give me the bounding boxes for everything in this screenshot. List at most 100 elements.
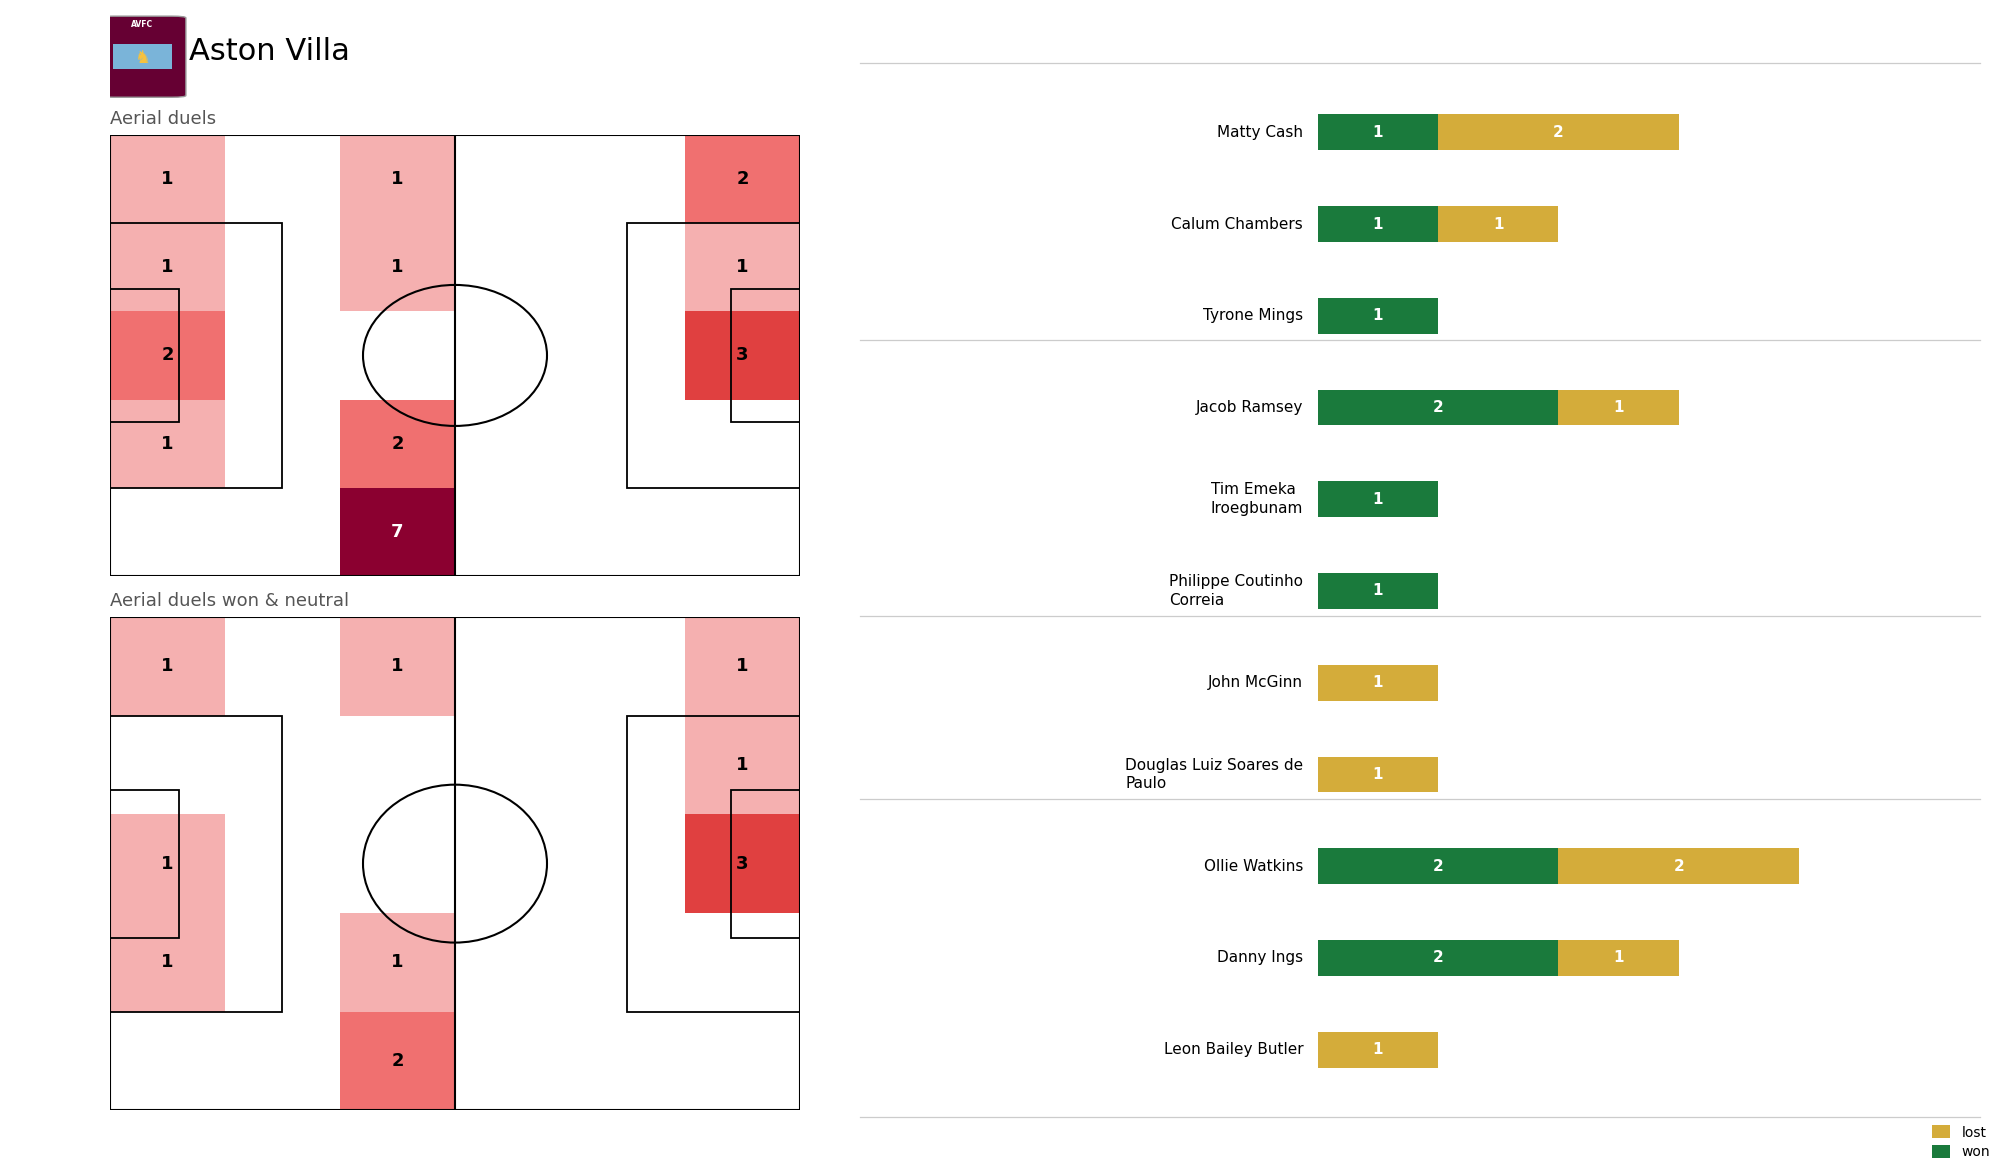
Text: Aerial duels won & neutral: Aerial duels won & neutral xyxy=(110,592,350,610)
Bar xyxy=(570,135,684,223)
Text: Calum Chambers: Calum Chambers xyxy=(1172,216,1304,231)
Bar xyxy=(1318,298,1438,334)
Bar xyxy=(110,311,224,400)
Bar xyxy=(110,790,180,938)
Text: 2: 2 xyxy=(1432,859,1444,874)
Bar xyxy=(110,716,282,1012)
Bar xyxy=(1558,390,1678,425)
Text: 1: 1 xyxy=(392,953,404,972)
Bar xyxy=(340,617,454,716)
Bar xyxy=(684,223,800,311)
Bar xyxy=(1318,757,1438,792)
Text: Philippe Coutinho
Correia: Philippe Coutinho Correia xyxy=(1170,575,1304,607)
Bar xyxy=(110,814,224,913)
Bar xyxy=(454,1012,570,1110)
Text: 1: 1 xyxy=(392,170,404,188)
Text: 2: 2 xyxy=(162,347,174,364)
Text: 1: 1 xyxy=(1614,400,1624,415)
Text: 1: 1 xyxy=(392,258,404,276)
Bar xyxy=(110,1012,224,1110)
Text: 1: 1 xyxy=(1372,125,1384,140)
Bar xyxy=(1318,206,1438,242)
Text: 2: 2 xyxy=(1554,125,1564,140)
Bar xyxy=(340,223,454,311)
Text: 2: 2 xyxy=(1674,859,1684,874)
Legend: lost, won: lost, won xyxy=(1926,1120,1996,1164)
Text: ♞: ♞ xyxy=(134,48,150,67)
Bar xyxy=(684,488,800,576)
Bar xyxy=(684,913,800,1012)
Bar xyxy=(340,400,454,488)
Bar xyxy=(110,289,180,422)
Bar xyxy=(628,716,800,1012)
Text: 1: 1 xyxy=(736,258,748,276)
Bar xyxy=(684,135,800,223)
Text: 7: 7 xyxy=(392,523,404,540)
Text: 2: 2 xyxy=(392,435,404,452)
Bar xyxy=(1318,114,1438,150)
Bar xyxy=(114,45,172,69)
Bar xyxy=(224,488,340,576)
Bar xyxy=(224,1012,340,1110)
Bar xyxy=(1558,940,1678,976)
Bar xyxy=(1558,848,1800,884)
Bar xyxy=(454,135,570,223)
Text: Tim Emeka
Iroegbunam: Tim Emeka Iroegbunam xyxy=(1210,483,1304,516)
Bar xyxy=(110,223,282,488)
Bar xyxy=(110,400,224,488)
Text: Danny Ings: Danny Ings xyxy=(1218,951,1304,966)
Text: 1: 1 xyxy=(1372,676,1384,690)
Bar xyxy=(110,223,224,311)
Bar xyxy=(454,488,570,576)
Text: Douglas Luiz Soares de
Paulo: Douglas Luiz Soares de Paulo xyxy=(1126,758,1304,791)
Text: 1: 1 xyxy=(162,854,174,873)
Bar xyxy=(570,716,684,814)
Bar xyxy=(454,716,570,814)
Bar xyxy=(454,223,570,311)
Text: 1: 1 xyxy=(162,170,174,188)
Bar xyxy=(1318,1032,1438,1068)
Bar xyxy=(730,289,800,422)
Bar xyxy=(1318,665,1438,700)
Bar xyxy=(684,814,800,913)
Text: John McGinn: John McGinn xyxy=(1208,676,1304,690)
Text: 2: 2 xyxy=(1432,400,1444,415)
Bar xyxy=(224,311,340,400)
Bar xyxy=(570,913,684,1012)
Bar xyxy=(570,617,684,716)
Bar xyxy=(1318,940,1558,976)
Text: 2: 2 xyxy=(736,170,748,188)
Bar xyxy=(454,400,570,488)
Text: 3: 3 xyxy=(736,854,748,873)
Bar xyxy=(340,1012,454,1110)
Bar xyxy=(684,400,800,488)
Bar xyxy=(1318,848,1558,884)
Bar xyxy=(110,488,224,576)
Bar xyxy=(684,311,800,400)
Bar xyxy=(224,814,340,913)
Text: 3: 3 xyxy=(736,347,748,364)
Text: 1: 1 xyxy=(1614,951,1624,966)
Bar xyxy=(1318,482,1438,517)
Bar xyxy=(454,913,570,1012)
Bar xyxy=(684,1012,800,1110)
Bar xyxy=(224,716,340,814)
Text: AVFC: AVFC xyxy=(132,20,154,29)
Bar xyxy=(570,814,684,913)
Text: 1: 1 xyxy=(1372,767,1384,783)
Text: 1: 1 xyxy=(736,657,748,676)
Text: 1: 1 xyxy=(392,657,404,676)
Bar xyxy=(340,311,454,400)
Text: 1: 1 xyxy=(1372,492,1384,506)
Bar xyxy=(224,913,340,1012)
Text: Tyrone Mings: Tyrone Mings xyxy=(1204,308,1304,323)
Bar xyxy=(340,716,454,814)
Text: 1: 1 xyxy=(162,953,174,972)
Text: 1: 1 xyxy=(162,258,174,276)
Text: Matty Cash: Matty Cash xyxy=(1218,125,1304,140)
Text: Ollie Watkins: Ollie Watkins xyxy=(1204,859,1304,874)
Text: 1: 1 xyxy=(736,756,748,774)
Bar xyxy=(110,716,224,814)
Bar xyxy=(340,135,454,223)
Bar xyxy=(224,400,340,488)
